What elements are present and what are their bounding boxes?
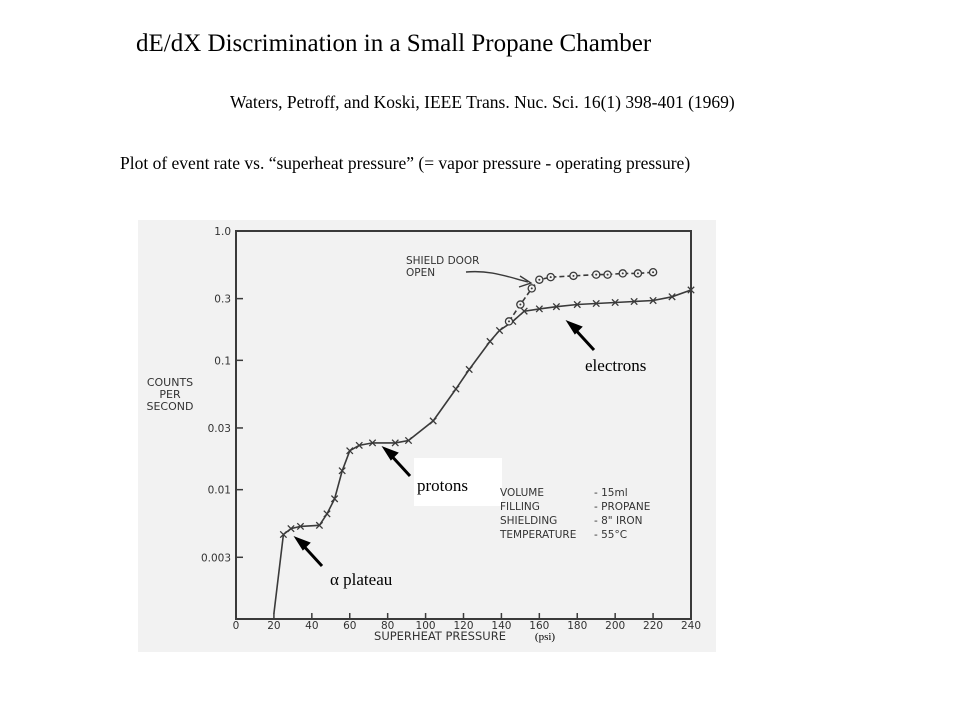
protons-label-backdrop (414, 458, 502, 506)
x-marker-5 (323, 510, 331, 518)
y-axis-ticks: 1.0 0.3 0.1 0.03 0.01 0.003 (201, 226, 243, 564)
x-marker-15 (465, 365, 473, 374)
series-open-markers (504, 267, 658, 326)
x-tick-label-12: 240 (681, 620, 701, 632)
alpha-arrowhead (293, 535, 311, 551)
x-tick-label-11: 220 (643, 620, 663, 632)
x-marker-20 (535, 305, 543, 313)
open-marker-dot-3 (538, 278, 541, 281)
x-marker-27 (668, 293, 676, 301)
x-axis-label: SUPERHEAT PRESSURE (374, 629, 506, 643)
open-marker-dot-4 (549, 276, 552, 279)
electrons-label: electrons (585, 356, 646, 375)
open-marker-dot-8 (621, 272, 624, 275)
x-axis-unit: (psi) (535, 631, 556, 643)
temperature-value: - 55°C (594, 529, 627, 541)
protons-arrowhead (381, 445, 399, 461)
y-tick-label-1: 0.3 (214, 294, 231, 306)
temperature-label: TEMPERATURE (499, 529, 576, 541)
x-tick-label-5: 100 (416, 620, 436, 632)
series-open-line (508, 271, 654, 322)
x-tick-label-10: 200 (605, 620, 625, 632)
shield-door-label: SHIELD DOOR (406, 255, 479, 267)
y-axis-label-line-3: SECOND (147, 400, 194, 413)
series-x-markers (279, 286, 695, 539)
open-marker-dot-7 (606, 273, 609, 276)
x-tick-label-9: 180 (567, 620, 587, 632)
open-marker-dot-2 (530, 287, 533, 290)
x-marker-2 (287, 524, 295, 533)
y-axis-label-line-2: PER (159, 388, 181, 401)
open-marker-dot-9 (636, 272, 639, 275)
x-marker-11 (391, 439, 399, 447)
conditions-table: VOLUME - 15ml FILLING - PROPANE SHIELDIN… (499, 487, 650, 541)
x-marker-3 (296, 522, 305, 531)
x-marker-4 (315, 521, 324, 529)
electrons-arrowhead (565, 319, 583, 335)
x-tick-label-0: 0 (233, 620, 240, 632)
x-tick-label-8: 160 (529, 620, 549, 632)
x-tick-label-4: 80 (381, 620, 394, 632)
x-tick-label-2: 40 (305, 620, 318, 632)
y-tick-label-0: 1.0 (214, 226, 231, 238)
shield-door-arrowhead (518, 275, 533, 288)
x-tick-label-6: 120 (453, 620, 473, 632)
x-marker-8 (346, 447, 354, 455)
x-marker-25 (630, 297, 638, 306)
volume-value: - 15ml (594, 487, 628, 499)
y-axis-label-line-1: COUNTS (147, 376, 193, 389)
citation: Waters, Petroff, and Koski, IEEE Trans. … (230, 92, 735, 112)
x-marker-13 (429, 417, 437, 425)
shield-door-arrow (465, 270, 529, 283)
x-marker-26 (649, 296, 657, 305)
x-tick-label-1: 20 (267, 620, 280, 632)
alpha-plateau-label: α plateau (330, 570, 393, 589)
x-marker-7 (338, 467, 346, 475)
x-marker-17 (495, 326, 504, 335)
y-tick-label-2: 0.1 (214, 355, 231, 367)
figure-paper (138, 220, 716, 652)
x-marker-10 (368, 439, 377, 447)
protons-label: protons (417, 476, 468, 495)
open-marker-dot-5 (572, 274, 575, 277)
x-marker-12 (404, 436, 413, 445)
filling-value: - PROPANE (594, 501, 650, 513)
x-axis-ticks: 0 20 40 60 80 100 120 140 160 180 200 220 240 (233, 613, 701, 632)
x-marker-28 (687, 286, 695, 294)
shielding-value: - 8" IRON (594, 515, 643, 527)
volume-label: VOLUME (500, 487, 544, 499)
shield-door-open-label: OPEN (406, 267, 435, 279)
y-tick-label-5: 0.003 (201, 552, 231, 564)
x-marker-24 (611, 298, 619, 307)
x-marker-19 (520, 307, 528, 315)
x-marker-6 (330, 495, 339, 503)
x-marker-14 (452, 385, 460, 393)
x-marker-21 (552, 303, 561, 311)
caption: Plot of event rate vs. “superheat pressu… (120, 153, 691, 173)
open-marker-dot-10 (652, 271, 655, 274)
x-marker-1 (279, 530, 288, 539)
open-marker-dot-1 (519, 303, 522, 306)
x-marker-16 (486, 337, 494, 346)
x-marker-23 (592, 299, 600, 308)
x-tick-label-3: 60 (343, 620, 356, 632)
x-marker-22 (573, 300, 581, 309)
x-marker-9 (355, 441, 363, 450)
y-tick-label-3: 0.03 (208, 423, 231, 435)
y-tick-label-4: 0.01 (208, 485, 231, 497)
x-tick-label-7: 140 (491, 620, 511, 632)
shielding-label: SHIELDING (500, 515, 557, 527)
page-title: dE/dX Discrimination in a Small Propane … (136, 30, 652, 57)
open-marker-dot-0 (508, 320, 510, 323)
filling-label: FILLING (500, 501, 540, 513)
open-marker-dot-6 (595, 273, 598, 276)
